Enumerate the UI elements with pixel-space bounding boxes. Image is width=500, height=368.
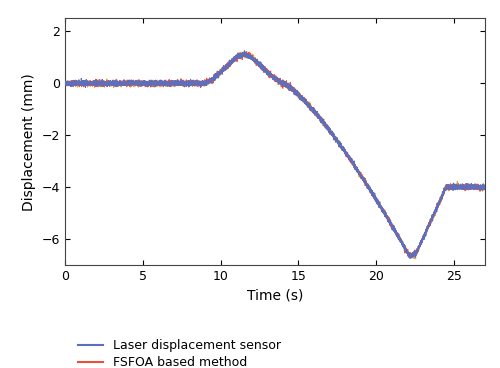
X-axis label: Time (s): Time (s) bbox=[247, 289, 303, 302]
Y-axis label: Displacement (mm): Displacement (mm) bbox=[22, 73, 36, 210]
Legend: Laser displacement sensor, FSFOA based method, Target dimension based method: Laser displacement sensor, FSFOA based m… bbox=[74, 334, 320, 368]
